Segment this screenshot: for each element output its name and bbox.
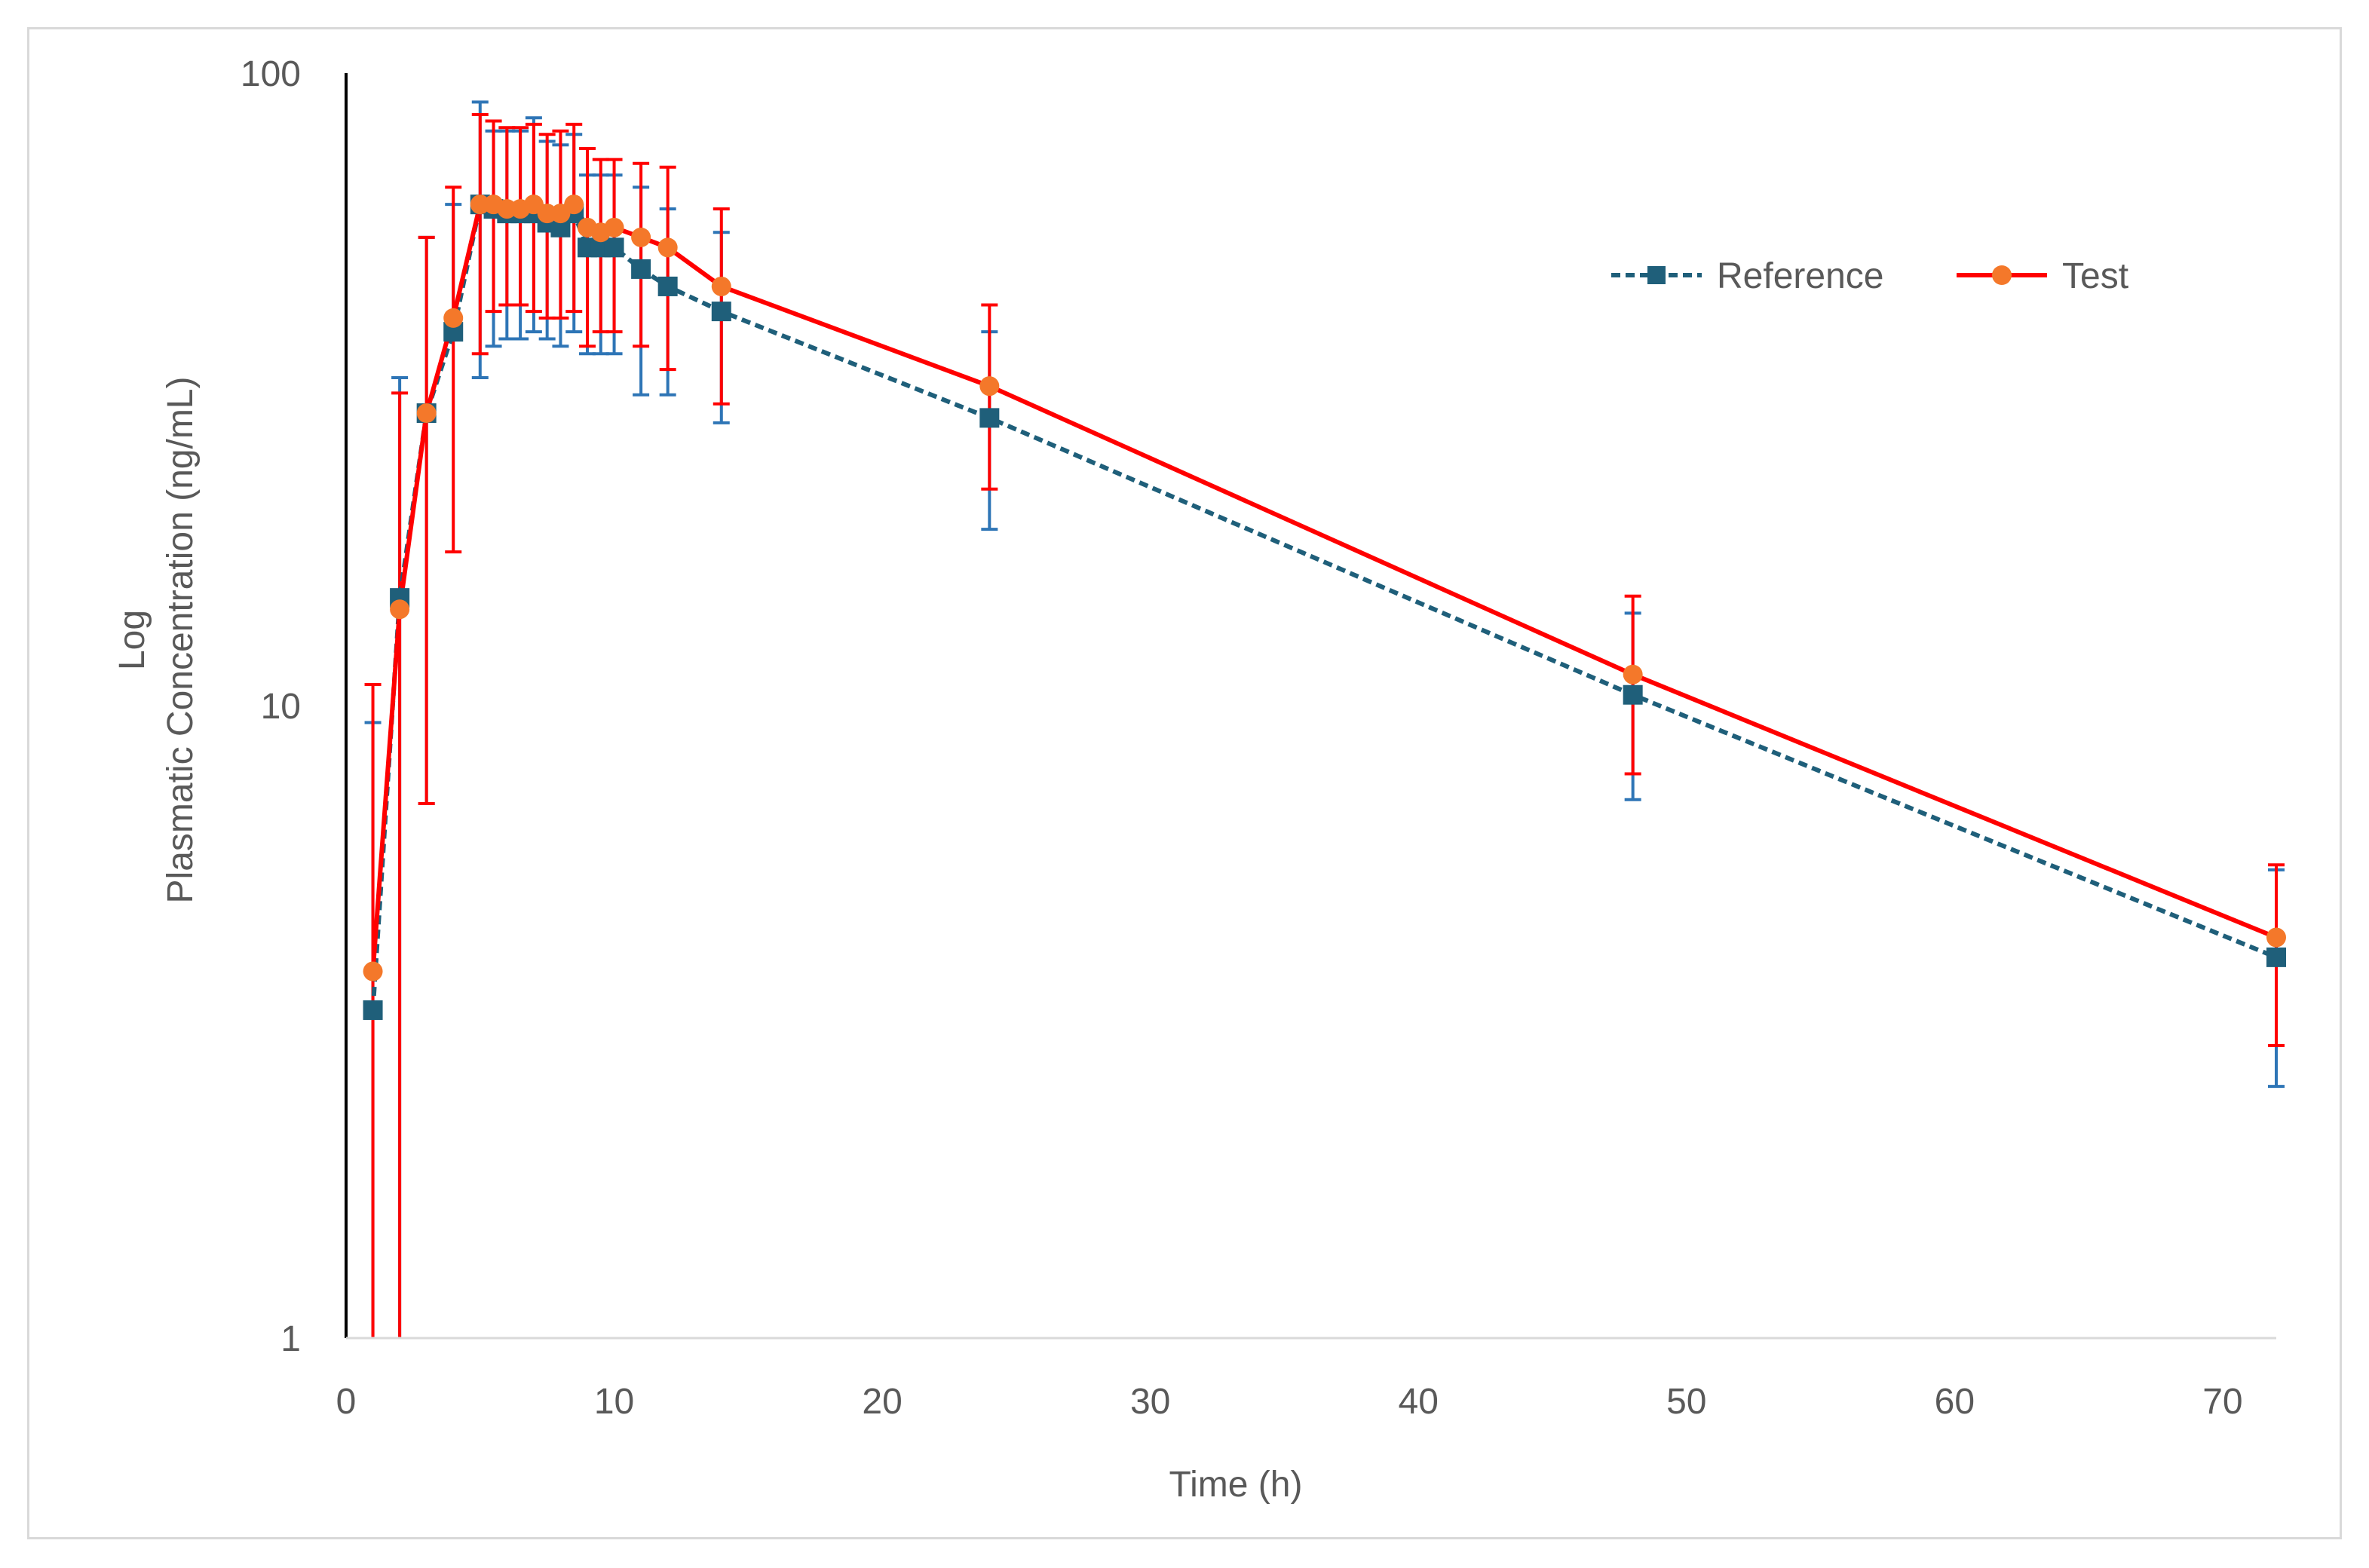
test-error-bar bbox=[659, 165, 676, 372]
x-tick-label: 70 bbox=[2202, 1382, 2242, 1422]
x-tick-label: 60 bbox=[1935, 1382, 1975, 1422]
reference-marker bbox=[2266, 947, 2286, 967]
reference-marker bbox=[604, 237, 624, 258]
series-lines bbox=[370, 202, 2278, 1011]
test-marker bbox=[631, 227, 651, 247]
test-marker bbox=[979, 376, 1000, 397]
reference-marker bbox=[1623, 684, 1643, 705]
tick-labels: 0 10 20 30 40 50 60 70 1 10 100 bbox=[241, 54, 2243, 1422]
x-tick-label: 0 bbox=[336, 1382, 357, 1422]
x-tick-label: 30 bbox=[1130, 1382, 1170, 1422]
test-marker bbox=[390, 599, 410, 620]
test-marker bbox=[1623, 664, 1643, 684]
test-error-bar bbox=[445, 185, 462, 554]
test-marker bbox=[657, 237, 678, 258]
test-error-bar bbox=[391, 391, 409, 1338]
series-markers bbox=[363, 194, 2286, 1020]
pk-chart: 0 10 20 30 40 50 60 70 1 10 100 Time (h) Log Plasm… bbox=[112, 54, 2286, 1505]
test-marker bbox=[604, 217, 624, 237]
x-tick-label: 50 bbox=[1666, 1382, 1706, 1422]
reference-marker bbox=[363, 1000, 383, 1020]
reference-marker bbox=[657, 276, 678, 296]
y-axis-title-line2: Plasmatic Concentration (ng/mL) bbox=[161, 377, 201, 904]
test-series-line bbox=[370, 202, 2278, 972]
test-error-bar bbox=[471, 112, 489, 356]
test-marker bbox=[416, 403, 437, 424]
y-axis-title-line1: Log bbox=[112, 610, 152, 670]
test-marker bbox=[497, 199, 517, 219]
test-marker bbox=[363, 961, 383, 982]
error-bars bbox=[364, 100, 2285, 1338]
test-error-bar bbox=[418, 235, 435, 805]
test-error-bar bbox=[1624, 594, 1641, 776]
legend-reference-label: Reference bbox=[1717, 256, 1883, 296]
legend-test-marker bbox=[1992, 265, 2012, 285]
reference-marker bbox=[979, 408, 1000, 428]
chart-frame: 0 10 20 30 40 50 60 70 1 10 100 Time (h) Log Plasm… bbox=[27, 27, 2342, 1539]
x-tick-label: 20 bbox=[862, 1382, 902, 1422]
test-marker bbox=[443, 308, 464, 328]
test-marker bbox=[537, 204, 557, 224]
test-marker bbox=[564, 194, 584, 215]
reference-marker bbox=[631, 259, 651, 279]
test-marker bbox=[470, 194, 490, 215]
legend-test-label: Test bbox=[2062, 256, 2128, 296]
test-marker bbox=[711, 276, 731, 296]
test-error-bar bbox=[981, 303, 998, 491]
legend-reference-marker bbox=[1647, 266, 1666, 284]
legend: Reference Test bbox=[1611, 256, 2128, 296]
x-tick-label: 10 bbox=[594, 1382, 634, 1422]
reference-series-line bbox=[370, 202, 2278, 1011]
x-axis-title: Time (h) bbox=[1169, 1465, 1303, 1505]
y-tick-label: 100 bbox=[241, 54, 301, 94]
y-tick-label: 1 bbox=[280, 1319, 301, 1359]
x-tick-label: 40 bbox=[1399, 1382, 1439, 1422]
test-error-bar bbox=[633, 161, 650, 348]
reference-marker bbox=[711, 302, 731, 322]
axes bbox=[345, 73, 2276, 1340]
y-tick-label: 10 bbox=[261, 687, 301, 727]
test-marker bbox=[2266, 927, 2286, 948]
